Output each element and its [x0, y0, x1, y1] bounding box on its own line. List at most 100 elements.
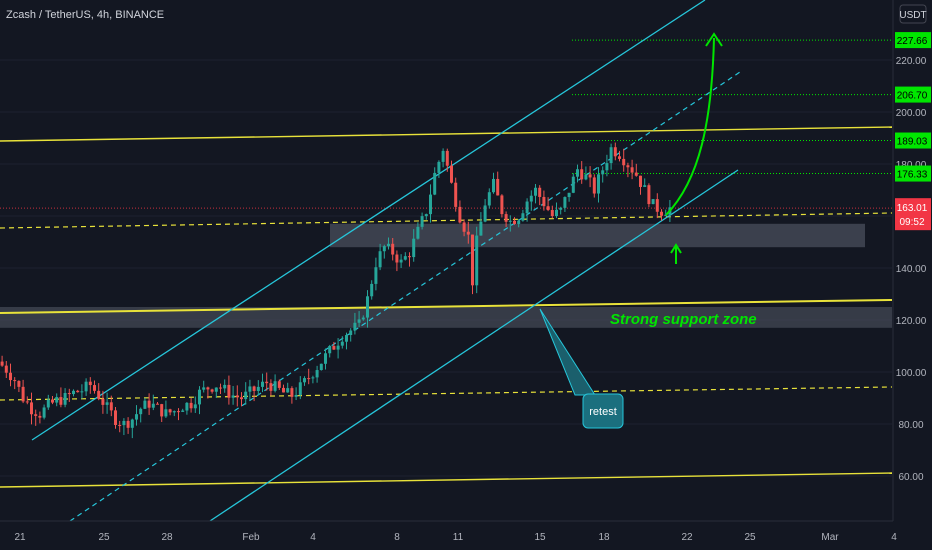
candle-body — [265, 381, 269, 384]
time-tick-label: 28 — [161, 532, 173, 543]
time-axis[interactable]: 21 25 28 Feb 4 8 11 15 18 22 25 Mar 4 — [0, 520, 897, 543]
channel-lower — [209, 169, 739, 522]
candle-body — [403, 256, 407, 260]
candle-body — [261, 381, 264, 387]
candle-body — [21, 386, 25, 402]
candle-body — [13, 380, 17, 382]
candle-body — [97, 390, 101, 399]
time-tick-label: 25 — [98, 532, 110, 543]
candle-body — [219, 387, 222, 389]
candle-body — [466, 231, 470, 235]
candle-body — [655, 199, 659, 212]
candle-body — [408, 256, 411, 258]
candle-body — [319, 363, 323, 371]
candle-body — [529, 195, 533, 202]
candle-body — [382, 246, 386, 252]
time-tick-label: 15 — [534, 532, 546, 543]
candle-body — [164, 409, 168, 417]
candle-body — [546, 206, 550, 211]
candle-body — [63, 393, 67, 405]
current-price-tag — [895, 198, 931, 231]
candle-body — [525, 201, 529, 214]
candle-body — [46, 399, 50, 408]
candle-body — [399, 259, 403, 263]
candle-body — [605, 163, 609, 171]
support-zone-label: Strong support zone — [610, 311, 757, 328]
candle-body — [508, 220, 512, 222]
candle-body — [231, 395, 235, 398]
candle-body — [340, 341, 344, 346]
target-level-tag — [895, 132, 931, 149]
candle-body — [252, 386, 256, 391]
price-tick-label: 220.00 — [896, 56, 927, 67]
candle-body — [630, 167, 634, 173]
target-level-label: 189.03 — [897, 137, 928, 148]
candle-body — [30, 402, 33, 415]
candle-body — [521, 213, 525, 221]
candle-body — [664, 214, 668, 216]
candle-body — [290, 388, 294, 397]
time-tick-label: 18 — [598, 532, 610, 543]
candle-body — [660, 211, 663, 216]
candle-body — [198, 389, 201, 405]
candle-body — [72, 390, 75, 395]
current-price-label: 163.01 — [897, 203, 928, 214]
candle-body — [189, 402, 193, 409]
lower-support-line — [0, 472, 893, 488]
candle-body — [126, 420, 130, 428]
support-line — [0, 299, 893, 314]
candle-body — [609, 147, 613, 164]
candle-body — [601, 170, 605, 175]
candle-body — [307, 378, 311, 380]
candles — [0, 142, 672, 439]
target-level-label: 176.33 — [897, 170, 928, 181]
candle-body — [151, 403, 155, 408]
candle-body — [4, 365, 8, 373]
candle-body — [534, 187, 537, 196]
candle-body — [571, 176, 575, 193]
candle-body — [345, 335, 348, 342]
candle-body — [76, 390, 80, 393]
candle-body — [492, 178, 495, 193]
candle-body — [622, 158, 626, 166]
candle-body — [550, 210, 554, 217]
candle-body — [130, 419, 134, 428]
candle-body — [143, 400, 147, 409]
price-axis[interactable]: 60.0080.00100.00120.00140.00160.00180.00… — [892, 0, 932, 550]
time-tick-label: 22 — [681, 532, 693, 543]
candle-body — [420, 216, 424, 227]
candle-body — [336, 345, 340, 350]
price-tick-label: 100.00 — [896, 368, 927, 379]
candle-body — [206, 387, 210, 390]
price-tick-label: 140.00 — [896, 264, 927, 275]
price-tick-label: 180.00 — [896, 160, 927, 171]
time-tick-label: 25 — [744, 532, 756, 543]
candle-body — [84, 381, 88, 392]
candle-body — [181, 410, 185, 412]
candle-body — [0, 361, 4, 366]
time-tick-label: 11 — [453, 532, 464, 543]
candle-body — [227, 384, 231, 398]
price-tick-label: 200.00 — [896, 108, 927, 119]
candle-body — [563, 197, 567, 208]
candle-body — [651, 199, 655, 205]
candle-body — [597, 174, 600, 194]
candle-body — [109, 402, 113, 411]
candle-body — [349, 330, 353, 336]
channel-upper — [31, 0, 706, 441]
candle-body — [441, 150, 445, 162]
candle-body — [433, 172, 437, 195]
resistance-line — [0, 126, 893, 142]
candle-body — [160, 404, 164, 417]
candle-body — [286, 388, 290, 393]
time-tick-label: 21 — [14, 532, 26, 543]
candle-body — [118, 424, 122, 426]
candle-body — [412, 238, 416, 258]
candle-body — [105, 402, 109, 405]
candle-body — [588, 174, 592, 178]
candle-body — [500, 195, 504, 215]
countdown-label: 09:52 — [899, 217, 924, 228]
candle-body — [122, 420, 126, 426]
candle-body — [647, 185, 651, 205]
